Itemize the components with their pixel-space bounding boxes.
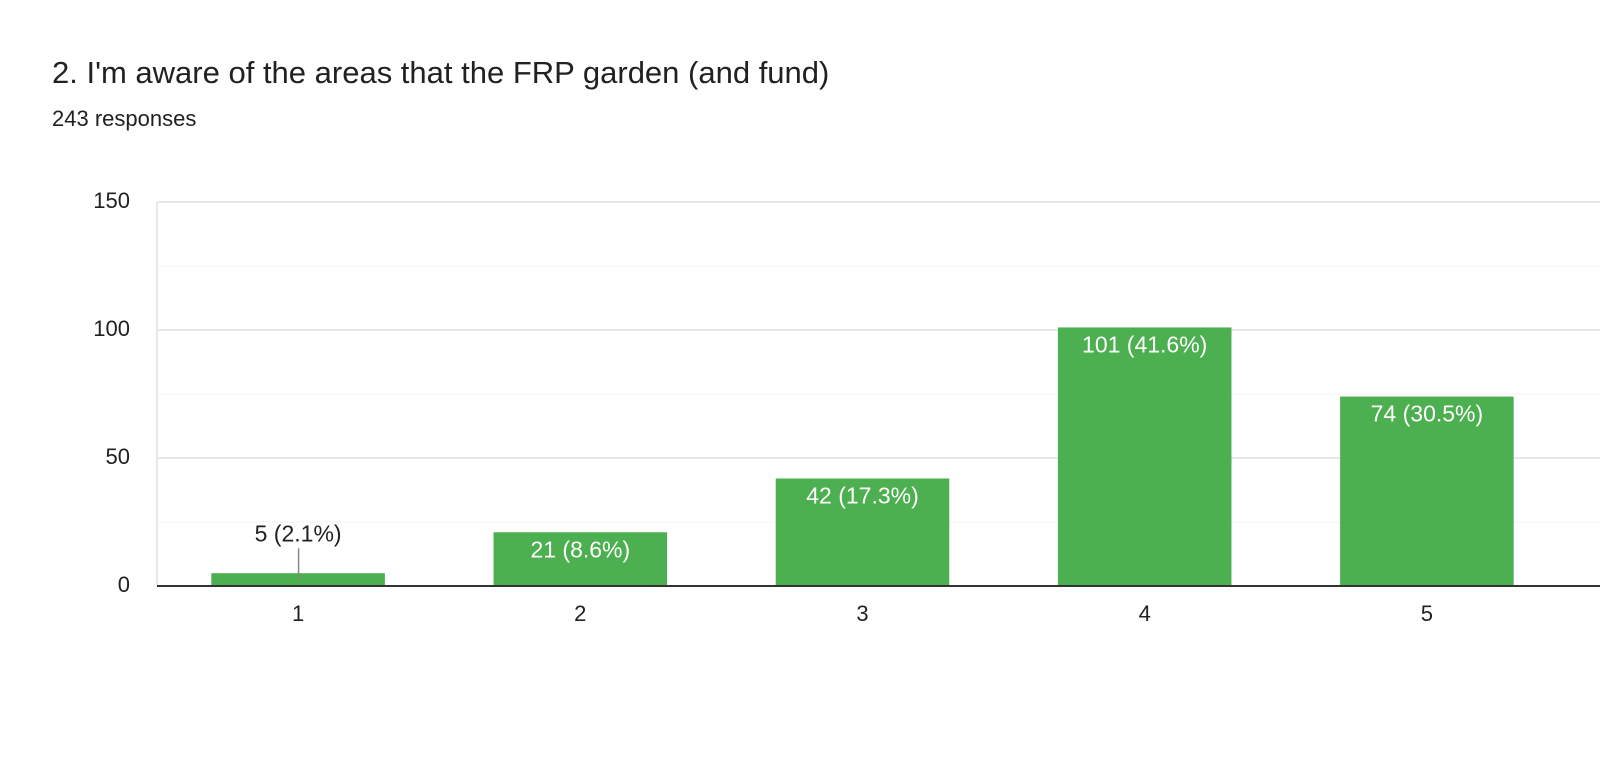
bar — [493, 532, 668, 586]
x-tick-label: 3 — [856, 601, 868, 626]
data-label: 101 (41.6%) — [1082, 332, 1207, 358]
data-label: 5 (2.1%) — [255, 520, 342, 546]
bar — [1340, 396, 1514, 586]
bar — [775, 478, 950, 586]
x-tick-label: 1 — [292, 601, 304, 626]
data-label: 42 (17.3%) — [806, 483, 919, 509]
x-tick-label: 5 — [1421, 601, 1433, 626]
y-tick-label: 150 — [93, 188, 130, 213]
y-tick-label: 100 — [93, 316, 130, 341]
x-tick-label: 2 — [574, 601, 586, 626]
x-tick-label: 4 — [1139, 601, 1151, 626]
chart-title: 2. I'm aware of the areas that the FRP g… — [52, 55, 829, 90]
bar — [211, 573, 385, 586]
data-label: 21 (8.6%) — [530, 536, 630, 562]
chart-subtitle: 243 responses — [52, 106, 196, 131]
bar — [1057, 327, 1232, 586]
y-tick-label: 0 — [118, 572, 130, 597]
y-tick-label: 50 — [106, 444, 130, 469]
data-label: 74 (30.5%) — [1371, 401, 1484, 427]
